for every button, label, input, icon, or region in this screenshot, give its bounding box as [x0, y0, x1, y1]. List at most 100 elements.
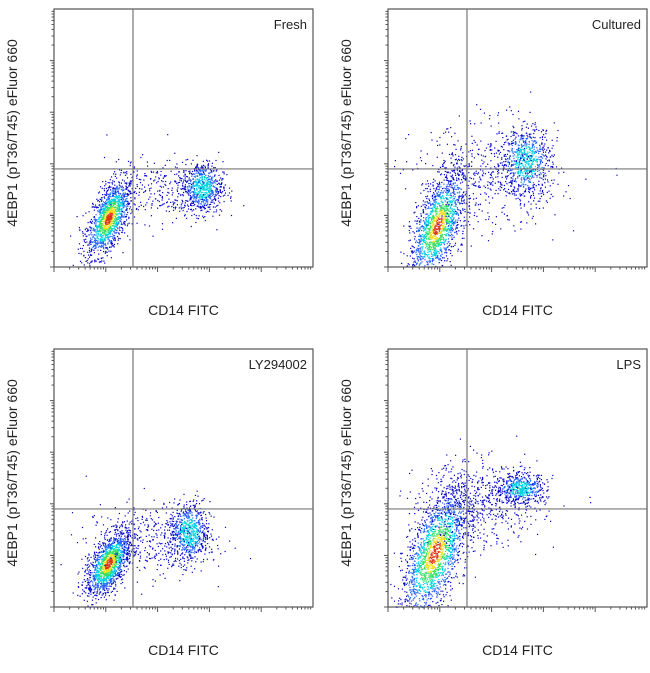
data-point — [173, 203, 174, 204]
data-point — [429, 230, 430, 231]
data-point — [529, 182, 530, 183]
data-point — [91, 232, 92, 233]
data-point — [542, 136, 543, 137]
data-point — [127, 235, 128, 236]
data-point — [563, 195, 564, 196]
data-point — [153, 172, 154, 173]
data-point — [211, 179, 212, 180]
data-point — [433, 244, 434, 245]
data-point — [113, 225, 114, 226]
data-point — [434, 243, 435, 244]
data-point — [119, 206, 120, 207]
data-point — [529, 172, 530, 173]
data-point — [524, 205, 525, 206]
data-point — [160, 175, 161, 176]
data-point — [509, 164, 510, 165]
data-point — [468, 172, 469, 173]
data-point — [109, 212, 110, 213]
data-point — [212, 202, 213, 203]
data-point — [429, 257, 430, 258]
data-point — [126, 186, 127, 187]
data-point — [104, 196, 105, 197]
data-point — [122, 204, 123, 205]
data-point — [541, 196, 542, 197]
data-point — [432, 185, 433, 186]
data-point — [443, 188, 444, 189]
data-point — [190, 189, 191, 190]
data-point — [208, 188, 209, 189]
data-point — [573, 230, 574, 231]
data-point — [208, 163, 209, 164]
data-point — [99, 231, 100, 232]
data-point — [200, 194, 201, 195]
data-point — [117, 214, 118, 215]
data-point — [194, 185, 195, 186]
data-point — [441, 231, 442, 232]
data-point — [421, 238, 422, 239]
data-point — [458, 218, 459, 219]
data-point — [483, 173, 484, 174]
data-point — [446, 167, 447, 168]
data-point — [428, 183, 429, 184]
data-point — [429, 232, 430, 233]
data-point — [505, 191, 506, 192]
data-point — [463, 238, 464, 239]
data-point — [498, 112, 499, 113]
data-point — [175, 208, 176, 209]
data-point — [109, 229, 110, 230]
data-point — [114, 232, 115, 233]
data-point — [202, 197, 203, 198]
data-point — [441, 221, 442, 222]
data-point — [405, 188, 406, 189]
data-point — [441, 219, 442, 220]
data-point — [211, 190, 212, 191]
data-point — [535, 156, 536, 157]
data-point — [115, 201, 116, 202]
data-point — [120, 238, 121, 239]
data-point — [499, 131, 500, 132]
data-point — [536, 152, 537, 153]
data-point — [545, 173, 546, 174]
data-point — [442, 188, 443, 189]
data-point — [193, 178, 194, 179]
data-point — [442, 213, 443, 214]
data-point — [490, 143, 491, 144]
data-point — [182, 183, 183, 184]
data-point — [535, 166, 536, 167]
data-point — [106, 220, 107, 221]
data-point — [435, 204, 436, 205]
data-point — [108, 189, 109, 190]
data-point — [129, 208, 130, 209]
data-point — [426, 221, 427, 222]
data-point — [206, 192, 207, 193]
data-point — [105, 240, 106, 241]
data-point — [448, 199, 449, 200]
data-point — [186, 159, 187, 160]
data-point — [218, 192, 219, 193]
data-point — [196, 155, 197, 156]
data-point — [204, 205, 205, 206]
data-point — [533, 182, 534, 183]
data-point — [424, 204, 425, 205]
data-point — [533, 193, 534, 194]
data-point — [445, 201, 446, 202]
data-point — [144, 175, 145, 176]
data-point — [151, 171, 152, 172]
data-point — [191, 215, 192, 216]
data-point — [105, 245, 106, 246]
data-point — [533, 129, 534, 130]
data-point — [419, 227, 420, 228]
data-point — [445, 229, 446, 230]
data-point — [438, 259, 439, 260]
data-point — [488, 240, 489, 241]
data-point — [166, 175, 167, 176]
data-point — [191, 226, 192, 227]
data-point — [205, 167, 206, 168]
data-point — [421, 160, 422, 161]
data-point — [458, 178, 459, 179]
data-point — [215, 200, 216, 201]
data-point — [454, 144, 455, 145]
data-point — [526, 211, 527, 212]
data-point — [127, 208, 128, 209]
data-point — [545, 158, 546, 159]
